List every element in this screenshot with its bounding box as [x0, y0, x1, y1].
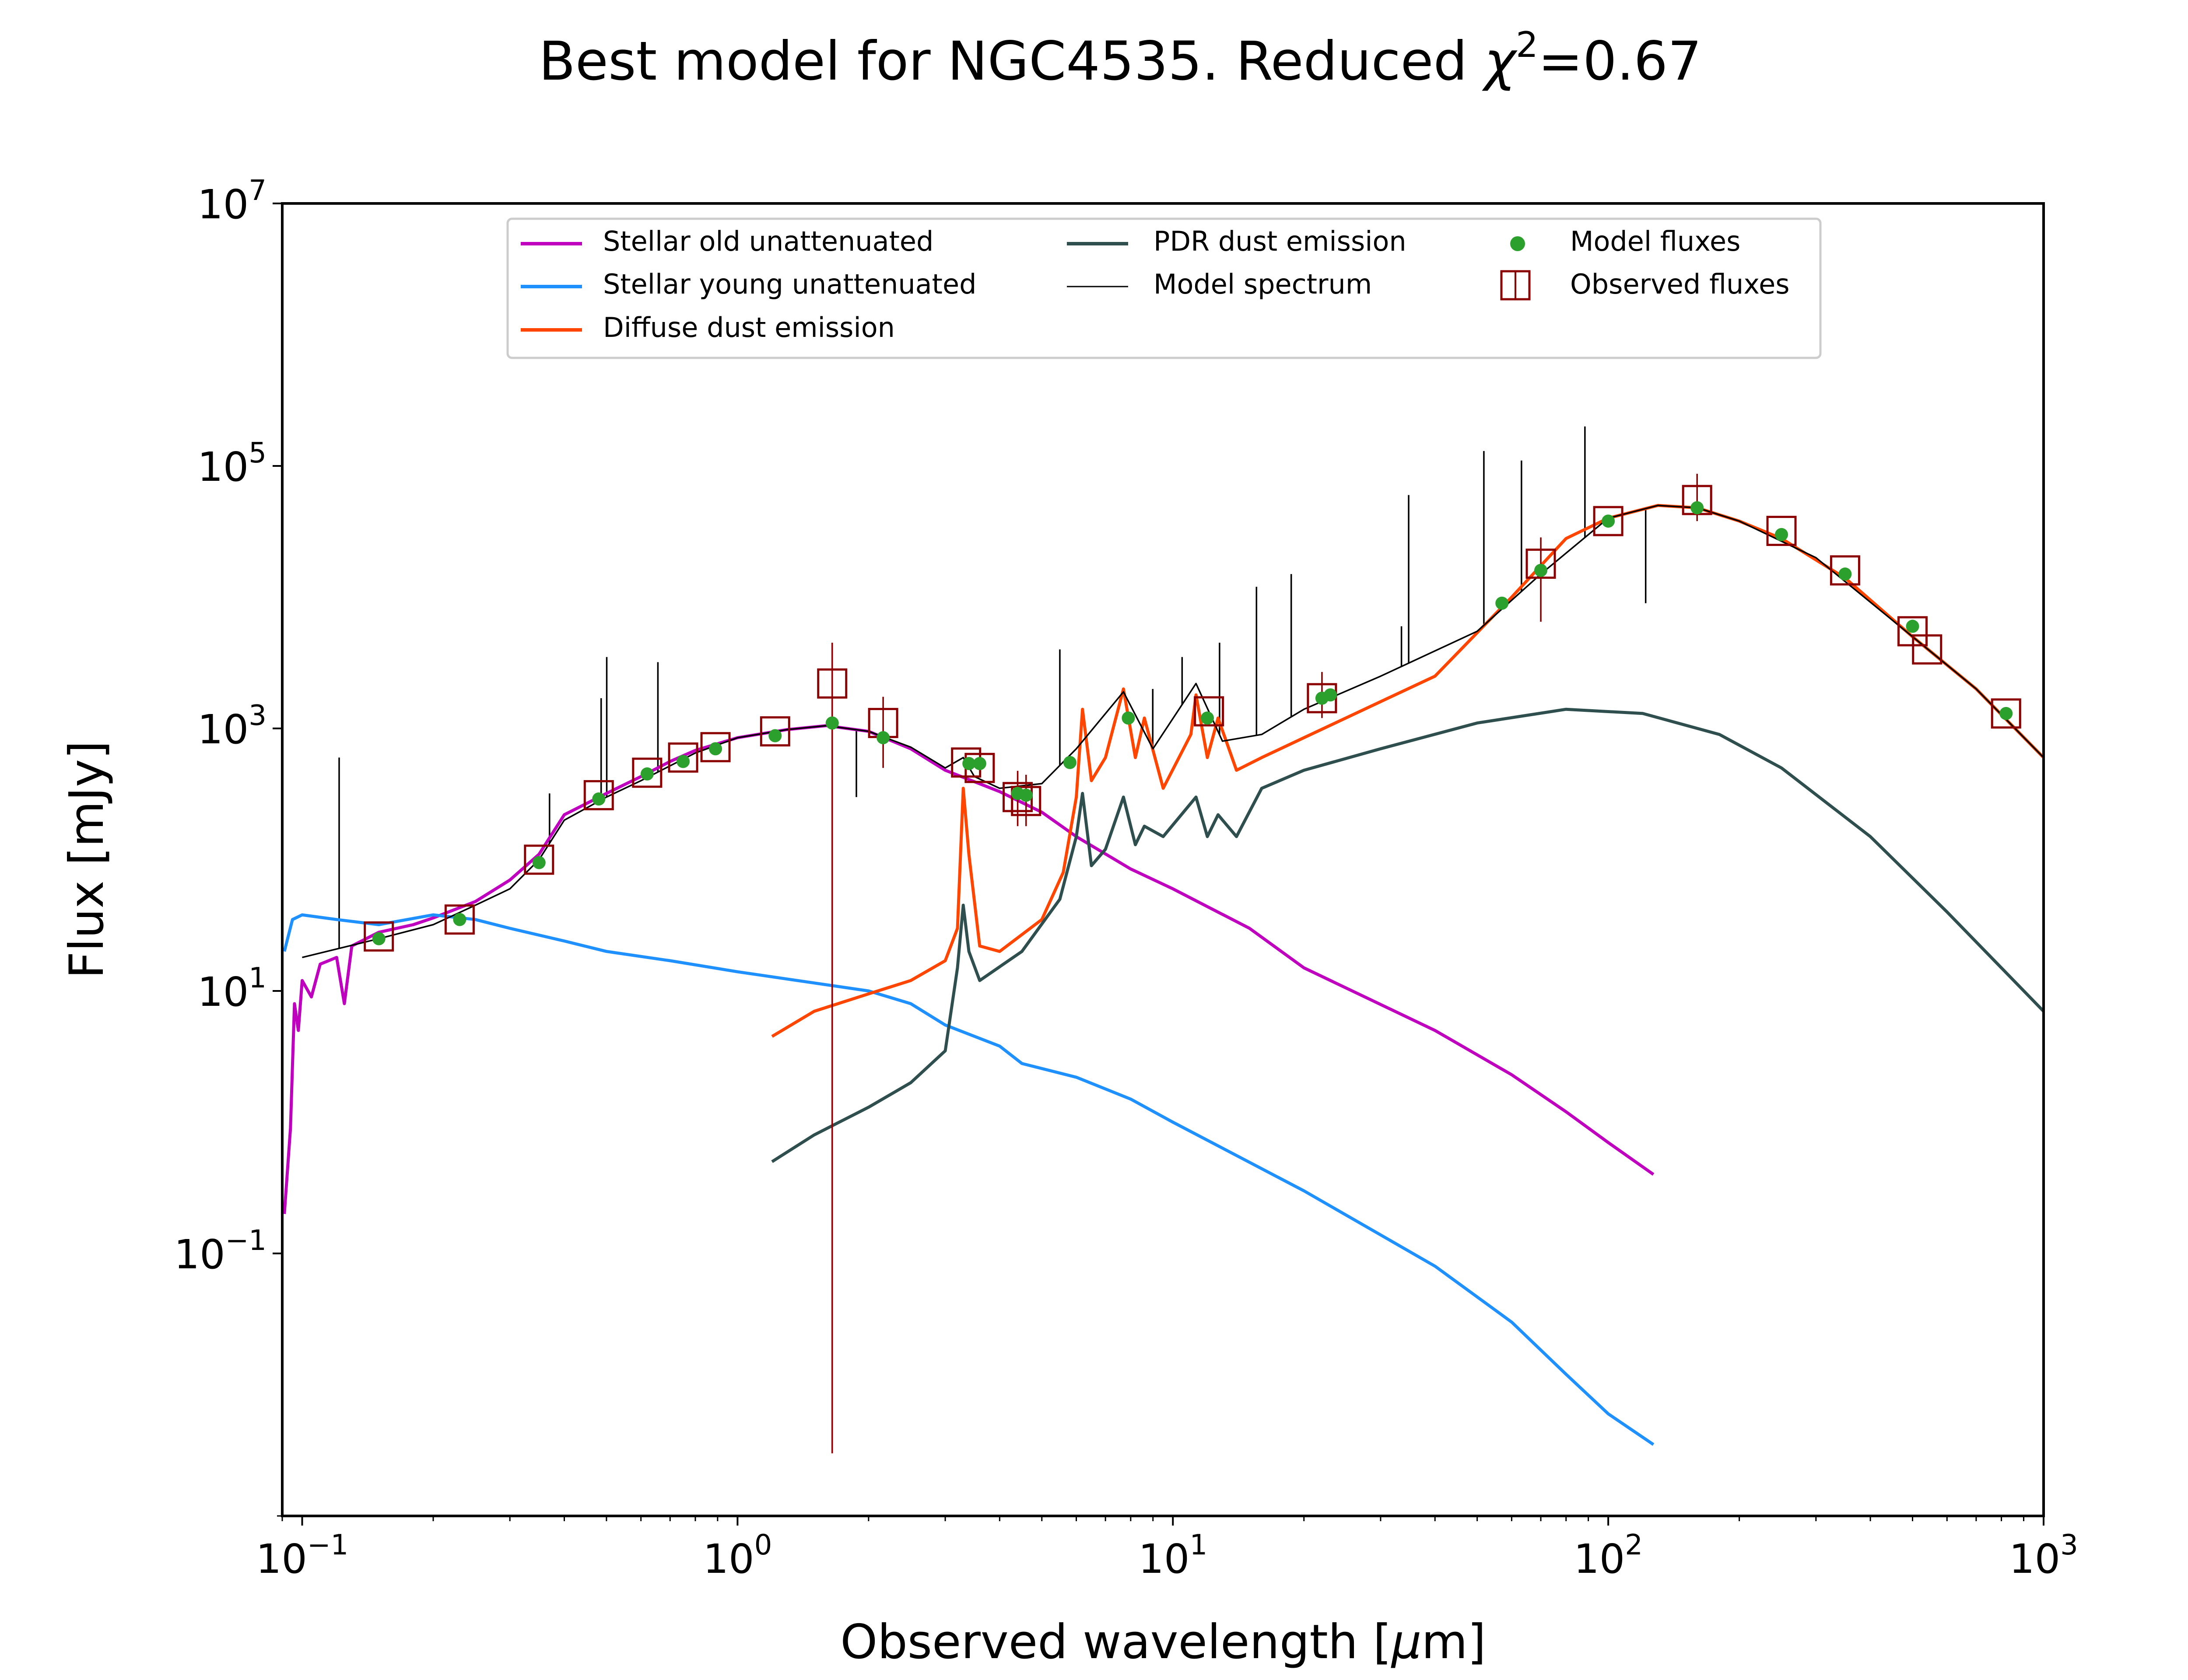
x-tick-label: 103	[2009, 1529, 2078, 1582]
model-flux-point	[1602, 514, 1615, 528]
legend-label-observed-fluxes: Observed fluxes	[1570, 268, 1790, 300]
model-flux-point	[1999, 707, 2013, 720]
model-flux-point	[453, 913, 466, 926]
model-flux-point	[1690, 501, 1704, 514]
observed-flux-marker	[1011, 786, 1041, 816]
x-tick-label: 102	[1574, 1529, 1643, 1582]
model-flux-point	[532, 856, 546, 869]
model-flux-point	[592, 792, 606, 806]
x-axis-label: Observed wavelength [μm]	[840, 1615, 1486, 1670]
observed-flux-marker	[1525, 548, 1556, 579]
observed-flux-marker	[524, 844, 554, 875]
observed-flux-marker	[1766, 515, 1797, 546]
model-flux-point	[1201, 711, 1214, 725]
legend-label-stellar-young: Stellar young unattenuated	[603, 268, 976, 300]
x-tick-label: 10−1	[256, 1529, 348, 1582]
model-flux-point	[709, 742, 722, 756]
model-flux-point	[1063, 756, 1076, 769]
observed-flux-marker	[1593, 506, 1623, 536]
model-flux-point	[1775, 528, 1788, 541]
legend-label-model-fluxes: Model fluxes	[1570, 225, 1740, 257]
plot-frame	[281, 202, 2045, 1517]
flux-points	[364, 473, 2021, 1453]
series-line	[771, 707, 2044, 1163]
x-tick-label: 100	[703, 1529, 772, 1582]
chart-title: Best model for NGC4535. Reduced χ2=0.67	[539, 24, 1702, 92]
legend: Stellar old unattenuated Stellar young u…	[506, 217, 1822, 359]
y-axis-label: Flux [mJy]	[60, 741, 114, 979]
observed-flux-marker	[700, 732, 731, 763]
y-tick-label: 107	[197, 175, 266, 228]
model-flux-point	[1122, 711, 1135, 725]
legend-label-stellar-old: Stellar old unattenuated	[603, 225, 933, 257]
series-line	[283, 724, 1655, 1214]
observed-flux-marker	[632, 757, 663, 788]
model-flux-point	[640, 767, 654, 781]
model-flux-point	[1019, 788, 1033, 802]
observed-flux-marker	[444, 904, 475, 935]
observed-flux-marker	[668, 742, 698, 773]
observed-flux-marker	[1912, 634, 1943, 665]
legend-box	[506, 217, 1822, 359]
observed-flux-marker	[1991, 698, 2021, 729]
model-flux-point	[1495, 596, 1509, 610]
y-tick-label: 105	[197, 437, 266, 490]
observed-flux-marker	[364, 921, 394, 952]
observed-flux-marker	[1194, 696, 1224, 727]
model-flux-point	[825, 716, 839, 730]
series-line	[283, 913, 1655, 1446]
model-flux-point	[768, 729, 782, 742]
model-flux-point	[877, 731, 890, 745]
model-flux-point	[1838, 567, 1852, 581]
observed-flux-marker	[1830, 555, 1860, 586]
model-flux-point	[973, 757, 986, 770]
y-tick-label: 10−1	[174, 1225, 266, 1278]
legend-label-model-spectrum: Model spectrum	[1154, 268, 1372, 300]
y-tick-label: 103	[197, 700, 266, 753]
axis-ticks: 10−1 100 101 102 103 10−1 101 103 105 107	[174, 175, 2078, 1582]
model-flux-point	[677, 755, 690, 768]
x-tick-label: 101	[1138, 1529, 1207, 1582]
observed-flux-marker	[583, 780, 614, 811]
model-flux-point	[1534, 564, 1548, 577]
legend-swatch-model-fluxes	[1510, 236, 1525, 251]
observed-flux-marker	[760, 716, 790, 747]
y-tick-label: 101	[197, 962, 266, 1015]
model-flux-point	[1906, 620, 1919, 633]
model-flux-point	[962, 757, 976, 770]
legend-label-pdr-dust: PDR dust emission	[1154, 225, 1406, 257]
model-flux-point	[1324, 688, 1337, 702]
legend-label-diffuse-dust: Diffuse dust emission	[603, 312, 895, 343]
model-flux-point	[372, 932, 386, 945]
observed-flux-marker	[817, 668, 848, 699]
series-lines	[283, 426, 2044, 1446]
